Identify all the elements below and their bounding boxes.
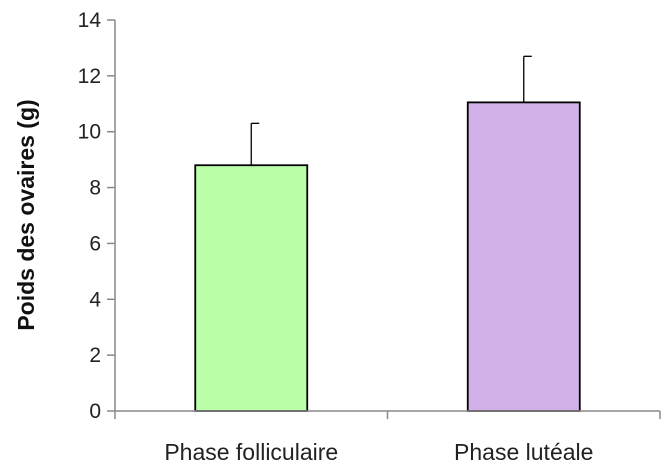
bar: [194, 164, 309, 412]
y-tick-label: 6: [89, 232, 101, 255]
error-bars: [250, 55, 532, 166]
x-category-label: Phase lutéale: [454, 439, 593, 465]
x-category-label: Phase folliculaire: [164, 439, 338, 465]
y-tick-label: 14: [78, 9, 102, 32]
y-tick-label: 4: [89, 288, 101, 311]
bar: [466, 101, 581, 412]
bars: [194, 101, 581, 412]
y-tick-label: 12: [78, 65, 101, 88]
y-axis-ticks: 0 2 4 6 8 10 12 14: [78, 9, 115, 423]
x-axis-ticks: [114, 411, 661, 419]
y-tick-label: 8: [89, 177, 101, 200]
y-tick-label: 0: [89, 400, 101, 423]
y-tick-label: 10: [78, 121, 101, 144]
y-tick-label: 2: [89, 344, 101, 367]
x-axis-category-labels: Phase folliculaire Phase lutéale: [164, 439, 593, 465]
y-axis-title: Poids des ovaires (g): [13, 99, 39, 330]
